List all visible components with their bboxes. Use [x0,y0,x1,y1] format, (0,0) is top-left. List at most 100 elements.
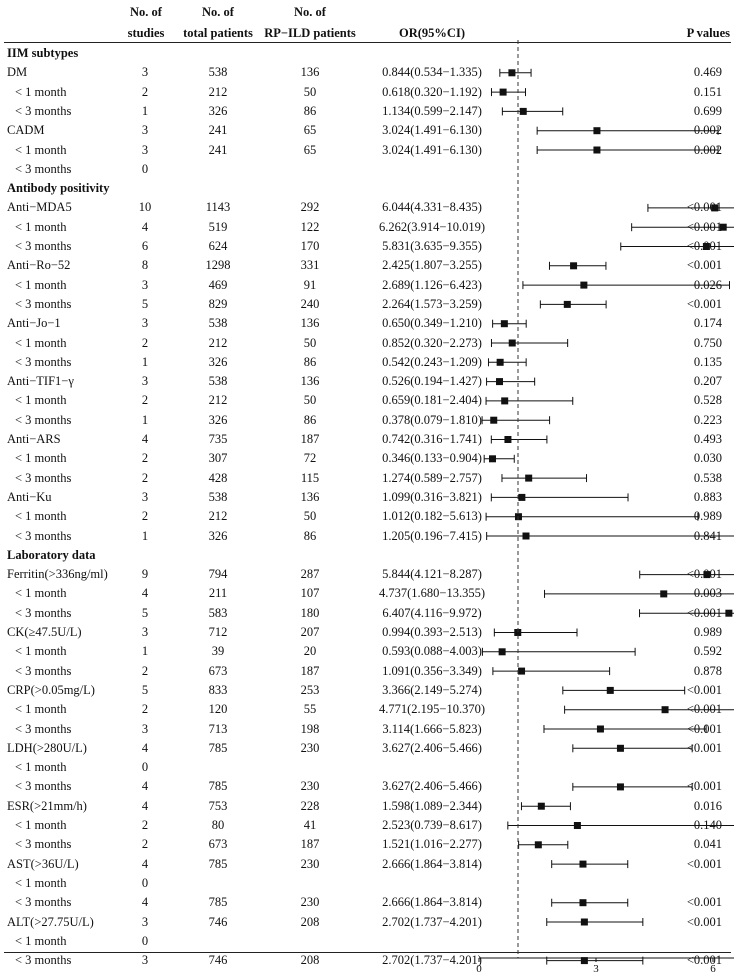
or-ci-text: 2.666(1.864−3.814) [382,856,482,871]
p-value: 0.989 [693,509,722,524]
studies-count: 3 [141,277,149,292]
header-studies: No. of studies [118,2,174,44]
total-patients: 326 [208,528,228,543]
studies-count: 9 [141,567,149,582]
row-label: < 3 months [15,412,72,427]
rp-ild-patients: 41 [303,818,317,832]
or-ci-text: 2.523(0.739−8.617) [382,818,482,832]
row-label: < 3 months [15,779,72,794]
studies-count: 1 [141,644,149,659]
studies-count: 2 [141,84,149,99]
row-label: < 1 month [15,644,67,659]
studies-count: 3 [141,65,149,80]
or-point [661,706,669,714]
or-ci-text: 1.091(0.356−3.349) [382,663,482,678]
studies-count: 3 [141,142,149,157]
total-patients: 212 [208,509,228,524]
or-ci-text: 2.702(1.737−4.201) [382,914,482,929]
or-ci-text: 3.114(1.666−5.823) [382,721,482,736]
or-point [616,783,624,791]
or-point [616,744,624,752]
or-ci-text: 1.205(0.196−7.415) [382,528,482,543]
x-tick-label: 3 [593,963,599,972]
studies-count: 8 [141,258,149,273]
row-label: < 3 months [15,895,72,910]
row-label: Anti−MDA5 [7,200,72,215]
rp-ild-patients: 187 [300,432,320,446]
studies-count: 3 [141,316,149,331]
studies-count: 2 [141,451,149,466]
row-label: < 1 month [15,277,67,292]
studies-count: 2 [141,837,149,852]
or-ci-text: 1.521(1.016−2.277) [382,837,482,852]
p-value: 0.750 [693,335,722,350]
row-label: < 1 month [15,586,67,601]
or-ci-text: 0.542(0.243−1.209) [382,354,482,369]
header-studies-line1: No. of [130,5,162,19]
p-value: 0.592 [693,644,722,659]
x-tick-label: 0 [476,963,482,972]
p-value: 0.883 [693,489,722,504]
row-label: Anti−Ku [7,489,52,504]
rp-ild-patients: 187 [300,663,320,678]
total-patients: 538 [208,65,228,80]
p-value: 0.151 [693,84,722,99]
p-value: 0.223 [693,412,722,427]
total-patients: 428 [208,470,228,485]
p-value: <0.001 [686,296,722,311]
rp-ild-patients: 86 [303,103,317,118]
rp-ild-patients: 170 [300,239,320,253]
rp-ild-patients: 208 [300,914,320,929]
rp-ild-patients: 122 [300,219,320,234]
header-total-line2: total patients [183,26,253,40]
total-patients: 1143 [205,200,231,215]
row-label: Anti−TIF1−γ [7,374,74,389]
or-ci-text: 3.366(2.149−5.274) [382,682,482,697]
or-point [606,686,614,694]
or-ci-text: 0.346(0.133−0.904) [382,451,482,466]
studies-count: 1 [141,528,149,543]
or-point [499,88,507,96]
total-patients: 583 [208,605,228,620]
rp-ild-patients: 198 [300,721,320,736]
row-label: DM [7,65,28,80]
or-point [496,378,504,386]
or-ci-text: 2.425(1.807−3.255) [382,258,482,273]
or-point [725,609,733,617]
or-ci-text: 1.099(0.316−3.821) [382,489,482,504]
or-point [490,416,498,424]
row-label: < 1 month [15,509,67,524]
studies-count: 4 [141,586,149,601]
or-ci-text: 6.044(4.331−8.435) [382,200,482,215]
or-point [496,358,504,366]
rp-ild-patients: 136 [300,489,320,504]
studies-count: 1 [141,354,149,369]
total-patients: 1298 [205,258,231,273]
or-point [580,281,588,289]
p-value: 0.030 [693,451,722,466]
rp-ild-patients: 65 [303,142,317,157]
studies-count: 3 [141,914,149,929]
or-point [488,455,496,463]
or-ci-text: 5.844(4.121−8.287) [382,567,482,582]
rp-ild-patients: 136 [300,316,320,331]
row-label: < 3 months [15,239,72,253]
p-value: 0.878 [693,663,722,678]
or-point [519,107,527,115]
studies-count: 3 [141,953,149,968]
total-patients: 80 [211,818,225,832]
row-label: < 1 month [15,335,67,350]
rp-ild-patients: 180 [300,605,320,620]
or-ci-text: 2.666(1.864−3.814) [382,895,482,910]
or-point [702,243,710,250]
p-value: <0.001 [686,682,722,697]
or-ci-text: 1.134(0.599−2.147) [382,103,482,118]
or-ci-text: 3.024(1.491−6.130) [382,142,482,157]
studies-count: 2 [141,470,149,485]
row-label: AST(>36U/L) [7,856,79,871]
or-point [537,802,545,810]
or-ci-text: 1.274(0.589−2.757) [382,470,482,485]
total-patients: 326 [208,103,228,118]
total-patients: 469 [208,277,228,292]
